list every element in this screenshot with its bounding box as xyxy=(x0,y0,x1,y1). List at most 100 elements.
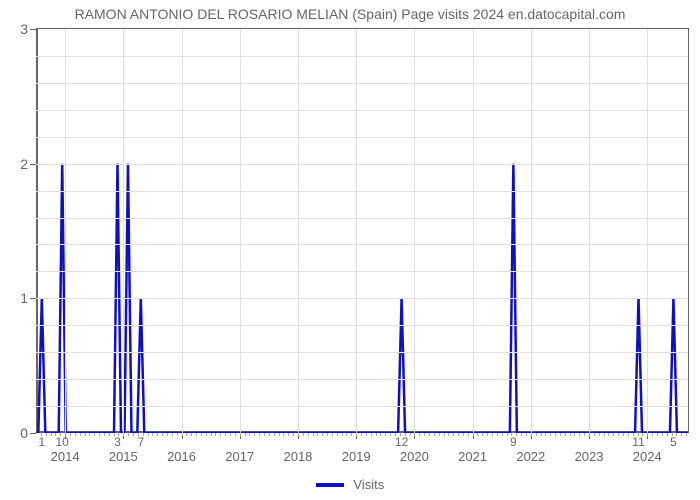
legend-swatch xyxy=(316,483,344,487)
peak-value-label: 5 xyxy=(670,435,677,449)
y-tick-mark xyxy=(30,433,36,434)
x-tick-minor xyxy=(337,433,338,436)
x-tick-minor xyxy=(526,433,527,436)
x-tick-minor xyxy=(555,433,556,436)
x-tick-minor xyxy=(162,433,163,436)
x-tick-minor xyxy=(419,433,420,436)
peak-value-label: 10 xyxy=(56,435,69,449)
x-tick-minor xyxy=(657,433,658,436)
legend-label: Visits xyxy=(353,477,384,492)
x-tick-minor xyxy=(245,433,246,436)
x-tick-minor xyxy=(477,433,478,436)
x-tick-minor xyxy=(220,433,221,436)
chart-title: RAMON ANTONIO DEL ROSARIO MELIAN (Spain)… xyxy=(0,6,700,22)
x-tick-minor xyxy=(75,433,76,436)
x-tick-minor xyxy=(560,433,561,436)
x-tick-minor xyxy=(346,433,347,436)
x-tick-minor xyxy=(662,433,663,436)
grid-h xyxy=(36,298,688,299)
x-tick-minor xyxy=(225,433,226,436)
x-tick-minor xyxy=(211,433,212,436)
x-tick-minor xyxy=(487,433,488,436)
plot-area: 0123201420152016201720182019202020212022… xyxy=(36,28,689,433)
x-tick-label-year: 2020 xyxy=(400,449,429,464)
x-tick-minor xyxy=(51,433,52,436)
x-tick-label-year: 2019 xyxy=(342,449,371,464)
grid-h-minor xyxy=(36,379,688,380)
x-tick-minor xyxy=(608,433,609,436)
grid-v xyxy=(531,29,532,433)
x-tick-minor xyxy=(647,433,648,436)
x-tick-minor xyxy=(628,433,629,436)
x-tick-minor xyxy=(85,433,86,436)
x-tick-minor xyxy=(201,433,202,436)
x-tick-minor xyxy=(293,433,294,436)
x-tick-minor xyxy=(507,433,508,436)
peak-value-label: 3 xyxy=(114,435,121,449)
x-tick-minor xyxy=(521,433,522,436)
x-tick-minor xyxy=(46,433,47,436)
grid-h-minor xyxy=(36,137,688,138)
x-tick-minor xyxy=(123,433,124,436)
x-tick-label-year: 2014 xyxy=(51,449,80,464)
x-tick-minor xyxy=(545,433,546,436)
x-tick-label-year: 2015 xyxy=(109,449,138,464)
x-tick-label-year: 2023 xyxy=(575,449,604,464)
x-tick-minor xyxy=(313,433,314,436)
x-tick-label-year: 2017 xyxy=(225,449,254,464)
x-tick-minor xyxy=(579,433,580,436)
grid-v xyxy=(240,29,241,433)
x-tick-minor xyxy=(206,433,207,436)
y-tick-mark xyxy=(30,29,36,30)
x-tick-label-year: 2022 xyxy=(516,449,545,464)
x-tick-minor xyxy=(414,433,415,436)
x-tick-minor xyxy=(410,433,411,436)
x-tick-minor xyxy=(332,433,333,436)
x-tick-minor xyxy=(148,433,149,436)
x-tick-minor xyxy=(574,433,575,436)
y-tick-mark xyxy=(30,298,36,299)
x-tick-minor xyxy=(196,433,197,436)
x-tick-minor xyxy=(686,433,687,436)
x-tick-minor xyxy=(453,433,454,436)
x-tick-minor xyxy=(317,433,318,436)
y-tick-label: 1 xyxy=(20,290,28,306)
x-tick-minor xyxy=(594,433,595,436)
x-tick-minor xyxy=(390,433,391,436)
peak-value-label: 7 xyxy=(137,435,144,449)
x-tick-minor xyxy=(613,433,614,436)
grid-h xyxy=(36,164,688,165)
x-tick-label-year: 2021 xyxy=(458,449,487,464)
x-tick-minor xyxy=(191,433,192,436)
x-tick-minor xyxy=(380,433,381,436)
peak-value-label: 12 xyxy=(395,435,408,449)
x-tick-minor xyxy=(424,433,425,436)
legend: Visits xyxy=(0,476,700,492)
x-tick-minor xyxy=(429,433,430,436)
x-tick-minor xyxy=(565,433,566,436)
x-tick-minor xyxy=(618,433,619,436)
x-tick-minor xyxy=(303,433,304,436)
x-tick-minor xyxy=(99,433,100,436)
y-tick-mark xyxy=(30,164,36,165)
x-tick-minor xyxy=(89,433,90,436)
x-tick-minor xyxy=(182,433,183,436)
x-tick-minor xyxy=(434,433,435,436)
x-tick-minor xyxy=(589,433,590,436)
x-tick-minor xyxy=(439,433,440,436)
x-tick-minor xyxy=(254,433,255,436)
x-tick-minor xyxy=(463,433,464,436)
x-tick-minor xyxy=(279,433,280,436)
grid-h-minor xyxy=(36,218,688,219)
x-tick-minor xyxy=(259,433,260,436)
y-tick-label: 2 xyxy=(20,156,28,172)
visits-line-series xyxy=(36,29,688,433)
x-tick-label-year: 2024 xyxy=(633,449,662,464)
grid-v xyxy=(356,29,357,433)
x-tick-minor xyxy=(604,433,605,436)
grid-v xyxy=(298,29,299,433)
grid-v xyxy=(182,29,183,433)
x-tick-minor xyxy=(80,433,81,436)
x-tick-minor xyxy=(531,433,532,436)
grid-v xyxy=(473,29,474,433)
